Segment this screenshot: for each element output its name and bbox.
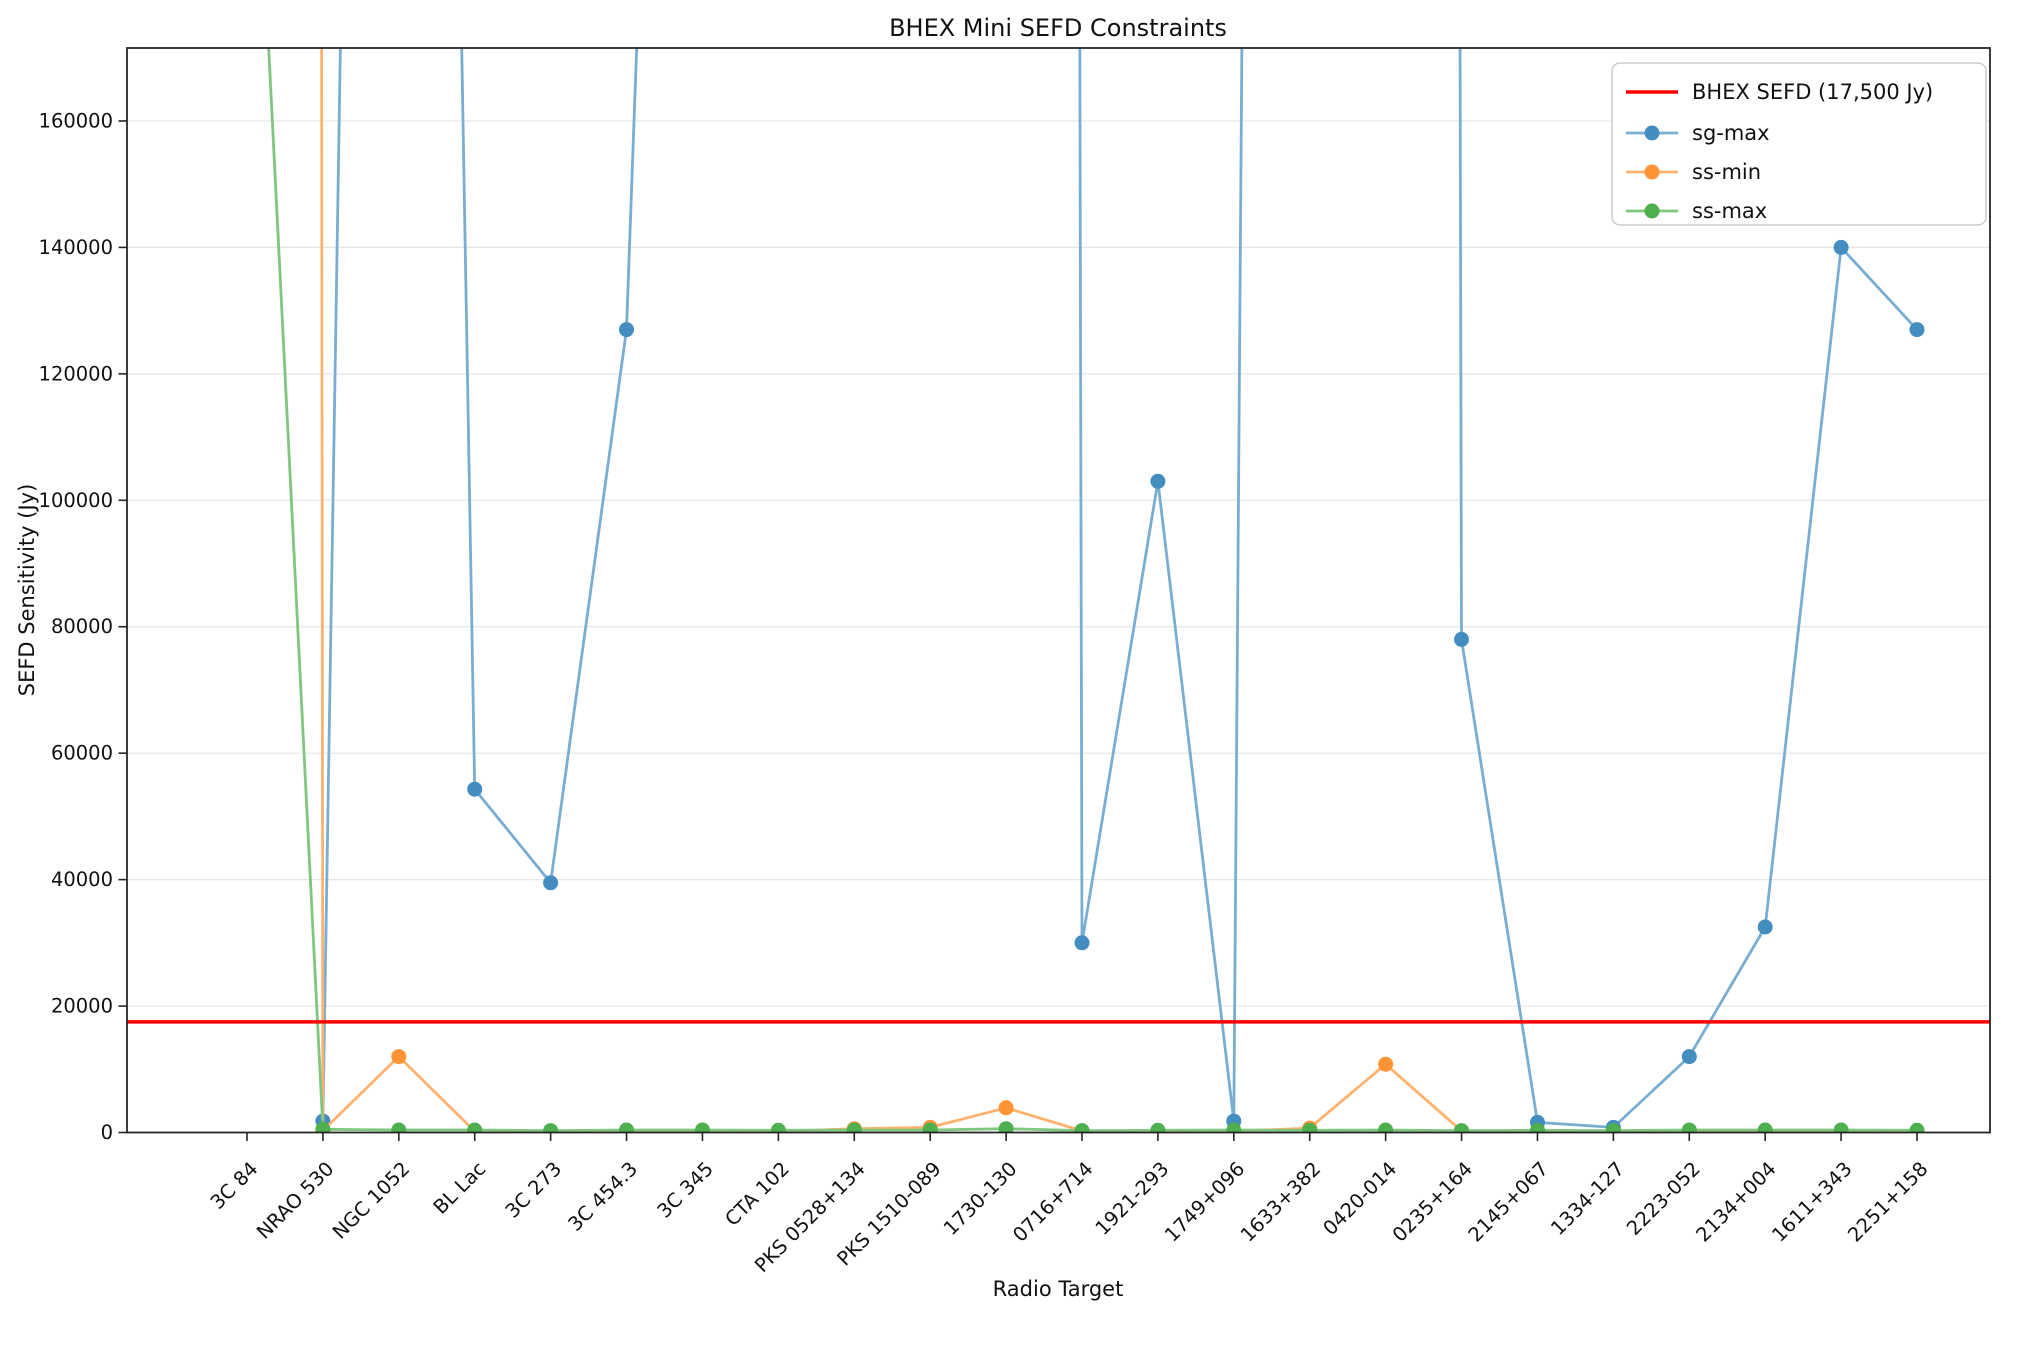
x-tick-label: NRAO 530	[252, 1157, 338, 1243]
data-point-ss-max	[922, 1122, 938, 1133]
data-point-sg-max	[1681, 1049, 1697, 1065]
data-point-sg-max	[543, 875, 559, 891]
data-point-ss-max	[1454, 1123, 1469, 1133]
data-point-ss-min	[1378, 1056, 1394, 1072]
series-line-sg-max	[321, 48, 1919, 1129]
y-tick-label: 140000	[39, 236, 113, 259]
data-point-ss-max	[1833, 1122, 1849, 1133]
x-tick-label: 1749+096	[1160, 1157, 1249, 1246]
data-point-ss-max	[695, 1122, 710, 1133]
data-point-ss-max	[770, 1122, 786, 1133]
y-tick-label: 80000	[51, 615, 113, 638]
data-point-sg-max	[1150, 473, 1166, 489]
data-point-ss-max	[1302, 1122, 1318, 1133]
y-tick-label: 40000	[51, 868, 113, 891]
data-point-ss-max	[467, 1122, 483, 1133]
x-tick-label: 2134+004	[1691, 1157, 1780, 1246]
axes-frame	[126, 47, 1991, 1134]
x-tick-label: 3C 84	[206, 1157, 263, 1214]
legend: BHEX SEFD (17,500 Jy) sg-max ss-min ss-m…	[1611, 62, 1987, 226]
x-tick-label: 0420-014	[1319, 1157, 1402, 1240]
plot-area	[127, 48, 1990, 1133]
x-tick-label: NGC 1052	[328, 1157, 414, 1243]
data-point-sg-max	[1833, 239, 1849, 255]
legend-marker-sg-max	[1644, 125, 1660, 141]
x-tick-label: 1921-293	[1091, 1157, 1174, 1240]
legend-item-ss-min: ss-min	[1626, 160, 1761, 184]
x-tick-label: 3C 345	[653, 1157, 718, 1222]
legend-marker-ss-min	[1644, 164, 1660, 180]
data-point-sg-max	[1757, 919, 1773, 935]
data-point-sg-max	[1454, 631, 1469, 647]
data-point-ss-max	[543, 1123, 559, 1133]
data-point-ss-max	[1226, 1122, 1242, 1133]
data-point-ss-max	[1681, 1122, 1697, 1133]
data-point-ss-max	[1378, 1122, 1394, 1133]
legend-item-sg-max: sg-max	[1626, 121, 1770, 145]
legend-item-ss-max: ss-max	[1626, 199, 1767, 223]
data-point-ss-max	[846, 1122, 862, 1133]
data-point-ss-min	[391, 1049, 407, 1065]
data-point-ss-max	[998, 1121, 1014, 1133]
x-tick-label: 1334-127	[1546, 1157, 1629, 1240]
legend-label: sg-max	[1692, 121, 1770, 145]
data-point-ss-max	[1909, 1122, 1925, 1133]
x-tick-label: 0716+714	[1008, 1157, 1097, 1246]
data-point-sg-max	[467, 781, 483, 797]
y-tick-label: 120000	[39, 362, 113, 385]
x-tick-label: 1730-130	[939, 1157, 1022, 1240]
x-tick-label: 2251+158	[1843, 1157, 1932, 1246]
data-point-ss-max	[619, 1122, 634, 1133]
chart-title: BHEX Mini SEFD Constraints	[889, 14, 1227, 42]
data-point-ss-max	[1074, 1123, 1090, 1133]
y-tick-label: 160000	[39, 109, 113, 132]
legend-label: BHEX SEFD (17,500 Jy)	[1692, 80, 1933, 104]
y-axis-label: SEFD Sensitivity (Jy)	[15, 484, 39, 697]
legend-item-bhex-sefd: BHEX SEFD (17,500 Jy)	[1626, 80, 1933, 104]
legend-marker-ss-max	[1644, 203, 1660, 219]
data-point-ss-max	[315, 1121, 331, 1133]
y-tick-label: 60000	[51, 742, 113, 765]
data-point-sg-max	[619, 322, 634, 338]
x-tick-label: CTA 102	[721, 1157, 794, 1230]
data-point-ss-max	[1757, 1122, 1773, 1133]
data-point-ss-min	[998, 1100, 1014, 1116]
data-point-sg-max	[1909, 322, 1925, 338]
data-point-ss-max	[1530, 1122, 1545, 1133]
x-tick-label: 2145+067	[1464, 1157, 1553, 1246]
y-tick-label: 100000	[39, 489, 113, 512]
y-tick-label: 20000	[51, 995, 113, 1018]
x-axis-label: Radio Target	[993, 1277, 1124, 1301]
x-tick-label: 1633+382	[1236, 1157, 1325, 1246]
legend-label: ss-max	[1692, 199, 1767, 223]
x-tick-label: 0235+164	[1388, 1157, 1477, 1246]
legend-box	[1611, 62, 1987, 226]
x-tick-label: 3C 454.3	[564, 1157, 643, 1236]
data-point-ss-max	[1605, 1123, 1621, 1133]
data-point-sg-max	[1074, 935, 1090, 951]
data-point-ss-max	[1150, 1122, 1166, 1133]
x-tick-label: 3C 273	[501, 1157, 566, 1222]
data-point-ss-max	[391, 1122, 407, 1133]
x-tick-label: BL Lac	[429, 1157, 491, 1219]
x-tick-label: 1611+343	[1767, 1157, 1856, 1246]
legend-label: ss-min	[1692, 160, 1761, 184]
x-tick-label: 2223-052	[1622, 1157, 1705, 1240]
y-tick-label: 0	[101, 1121, 113, 1144]
y-axis-ticks: 0 20000 40000 60000 80000 100000 120000 140000 1…	[39, 109, 127, 1144]
